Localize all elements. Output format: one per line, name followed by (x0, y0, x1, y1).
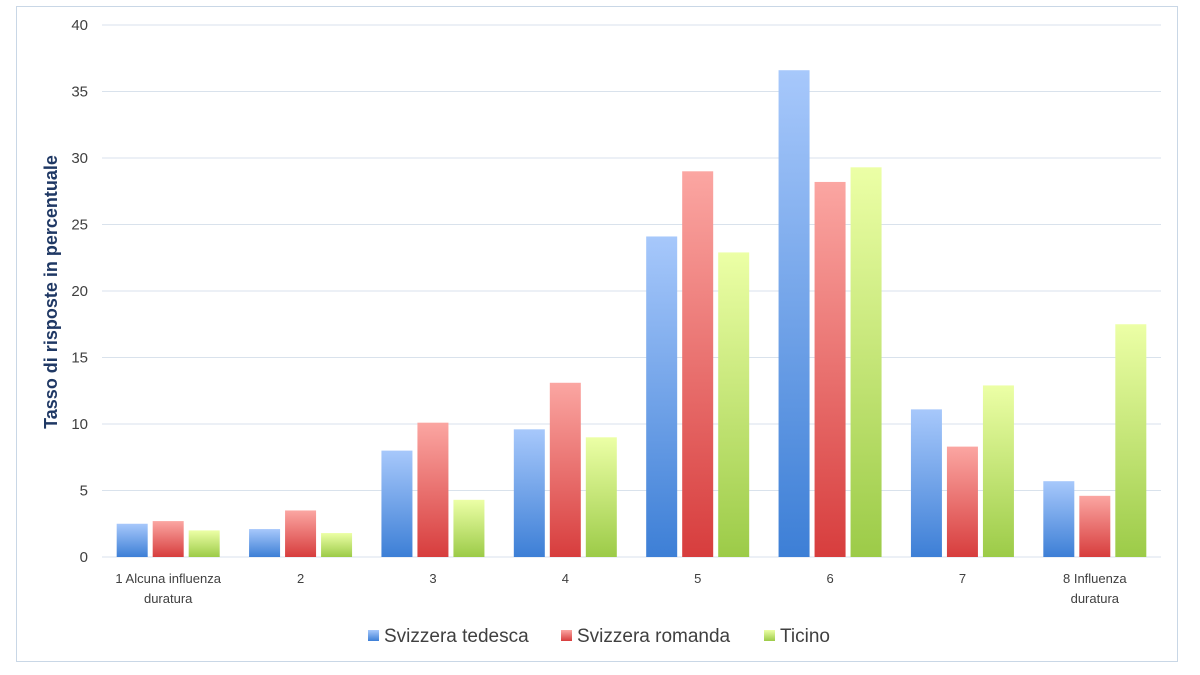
bar-ticino-2 (321, 533, 353, 557)
bars (116, 70, 1147, 558)
bar-svizzera-tedesca-8 (1043, 481, 1075, 557)
y-tick-label: 25 (71, 217, 88, 234)
bar-ticino-3 (453, 499, 485, 557)
x-tick-label: 2 (297, 571, 304, 586)
bar-ticino-1 (188, 530, 220, 557)
x-tick-label: 5 (694, 571, 701, 586)
y-tick-label: 5 (80, 483, 88, 500)
y-tick-labels: 0 5 10 15 20 25 30 35 40 (71, 17, 88, 566)
legend-label: Svizzera romanda (577, 626, 731, 647)
y-tick-label: 10 (71, 416, 88, 433)
bar-svizzera-tedesca-1 (116, 523, 148, 557)
bar-ticino-5 (718, 252, 750, 557)
bar-svizzera-tedesca-5 (646, 236, 678, 557)
bar-ticino-8 (1115, 324, 1147, 557)
x-tick-label: 8 Influenza duratura (1063, 571, 1127, 606)
y-axis-label: Tasso di risposte in percentuale (41, 155, 61, 429)
y-tick-label: 40 (71, 17, 88, 34)
legend-swatch (764, 630, 775, 641)
x-tick-label: 1 Alcuna influenza duratura (115, 571, 221, 606)
y-tick-label: 35 (71, 84, 88, 101)
legend-label: Ticino (780, 626, 830, 647)
legend: Svizzera tedesca Svizzera romanda Ticino (368, 626, 830, 647)
bar-svizzera-romanda-7 (946, 446, 978, 557)
bar-ticino-7 (982, 385, 1014, 557)
bar-svizzera-romanda-5 (682, 171, 714, 558)
bar-svizzera-tedesca-7 (910, 409, 942, 557)
bar-ticino-4 (585, 437, 617, 557)
legend-label: Svizzera tedesca (384, 626, 529, 647)
x-category-labels: 1 Alcuna influenza duratura 2 3 4 5 6 7 8 Influe… (115, 571, 1127, 606)
bar-svizzera-tedesca-3 (381, 450, 413, 557)
x-tick-label: 3 (429, 571, 436, 586)
y-tick-label: 30 (71, 150, 88, 167)
bar-svizzera-tedesca-6 (778, 70, 810, 557)
y-tick-label: 0 (80, 549, 88, 566)
bar-svizzera-romanda-2 (285, 510, 317, 557)
x-tick-label: 4 (562, 571, 569, 586)
x-tick-label: 6 (826, 571, 833, 586)
x-tick-label: 7 (959, 571, 966, 586)
bar-svizzera-romanda-8 (1079, 495, 1111, 557)
y-tick-label: 20 (71, 283, 88, 300)
legend-swatch (561, 630, 572, 641)
bar-svizzera-romanda-3 (417, 422, 449, 557)
y-tick-label: 15 (71, 350, 88, 367)
bar-svizzera-tedesca-4 (513, 429, 545, 557)
legend-swatch (368, 630, 379, 641)
bar-svizzera-romanda-4 (549, 382, 581, 557)
bar-svizzera-romanda-1 (152, 521, 184, 557)
bar-svizzera-romanda-6 (814, 181, 846, 557)
bar-svizzera-tedesca-2 (249, 529, 281, 557)
bar-ticino-6 (850, 167, 882, 557)
